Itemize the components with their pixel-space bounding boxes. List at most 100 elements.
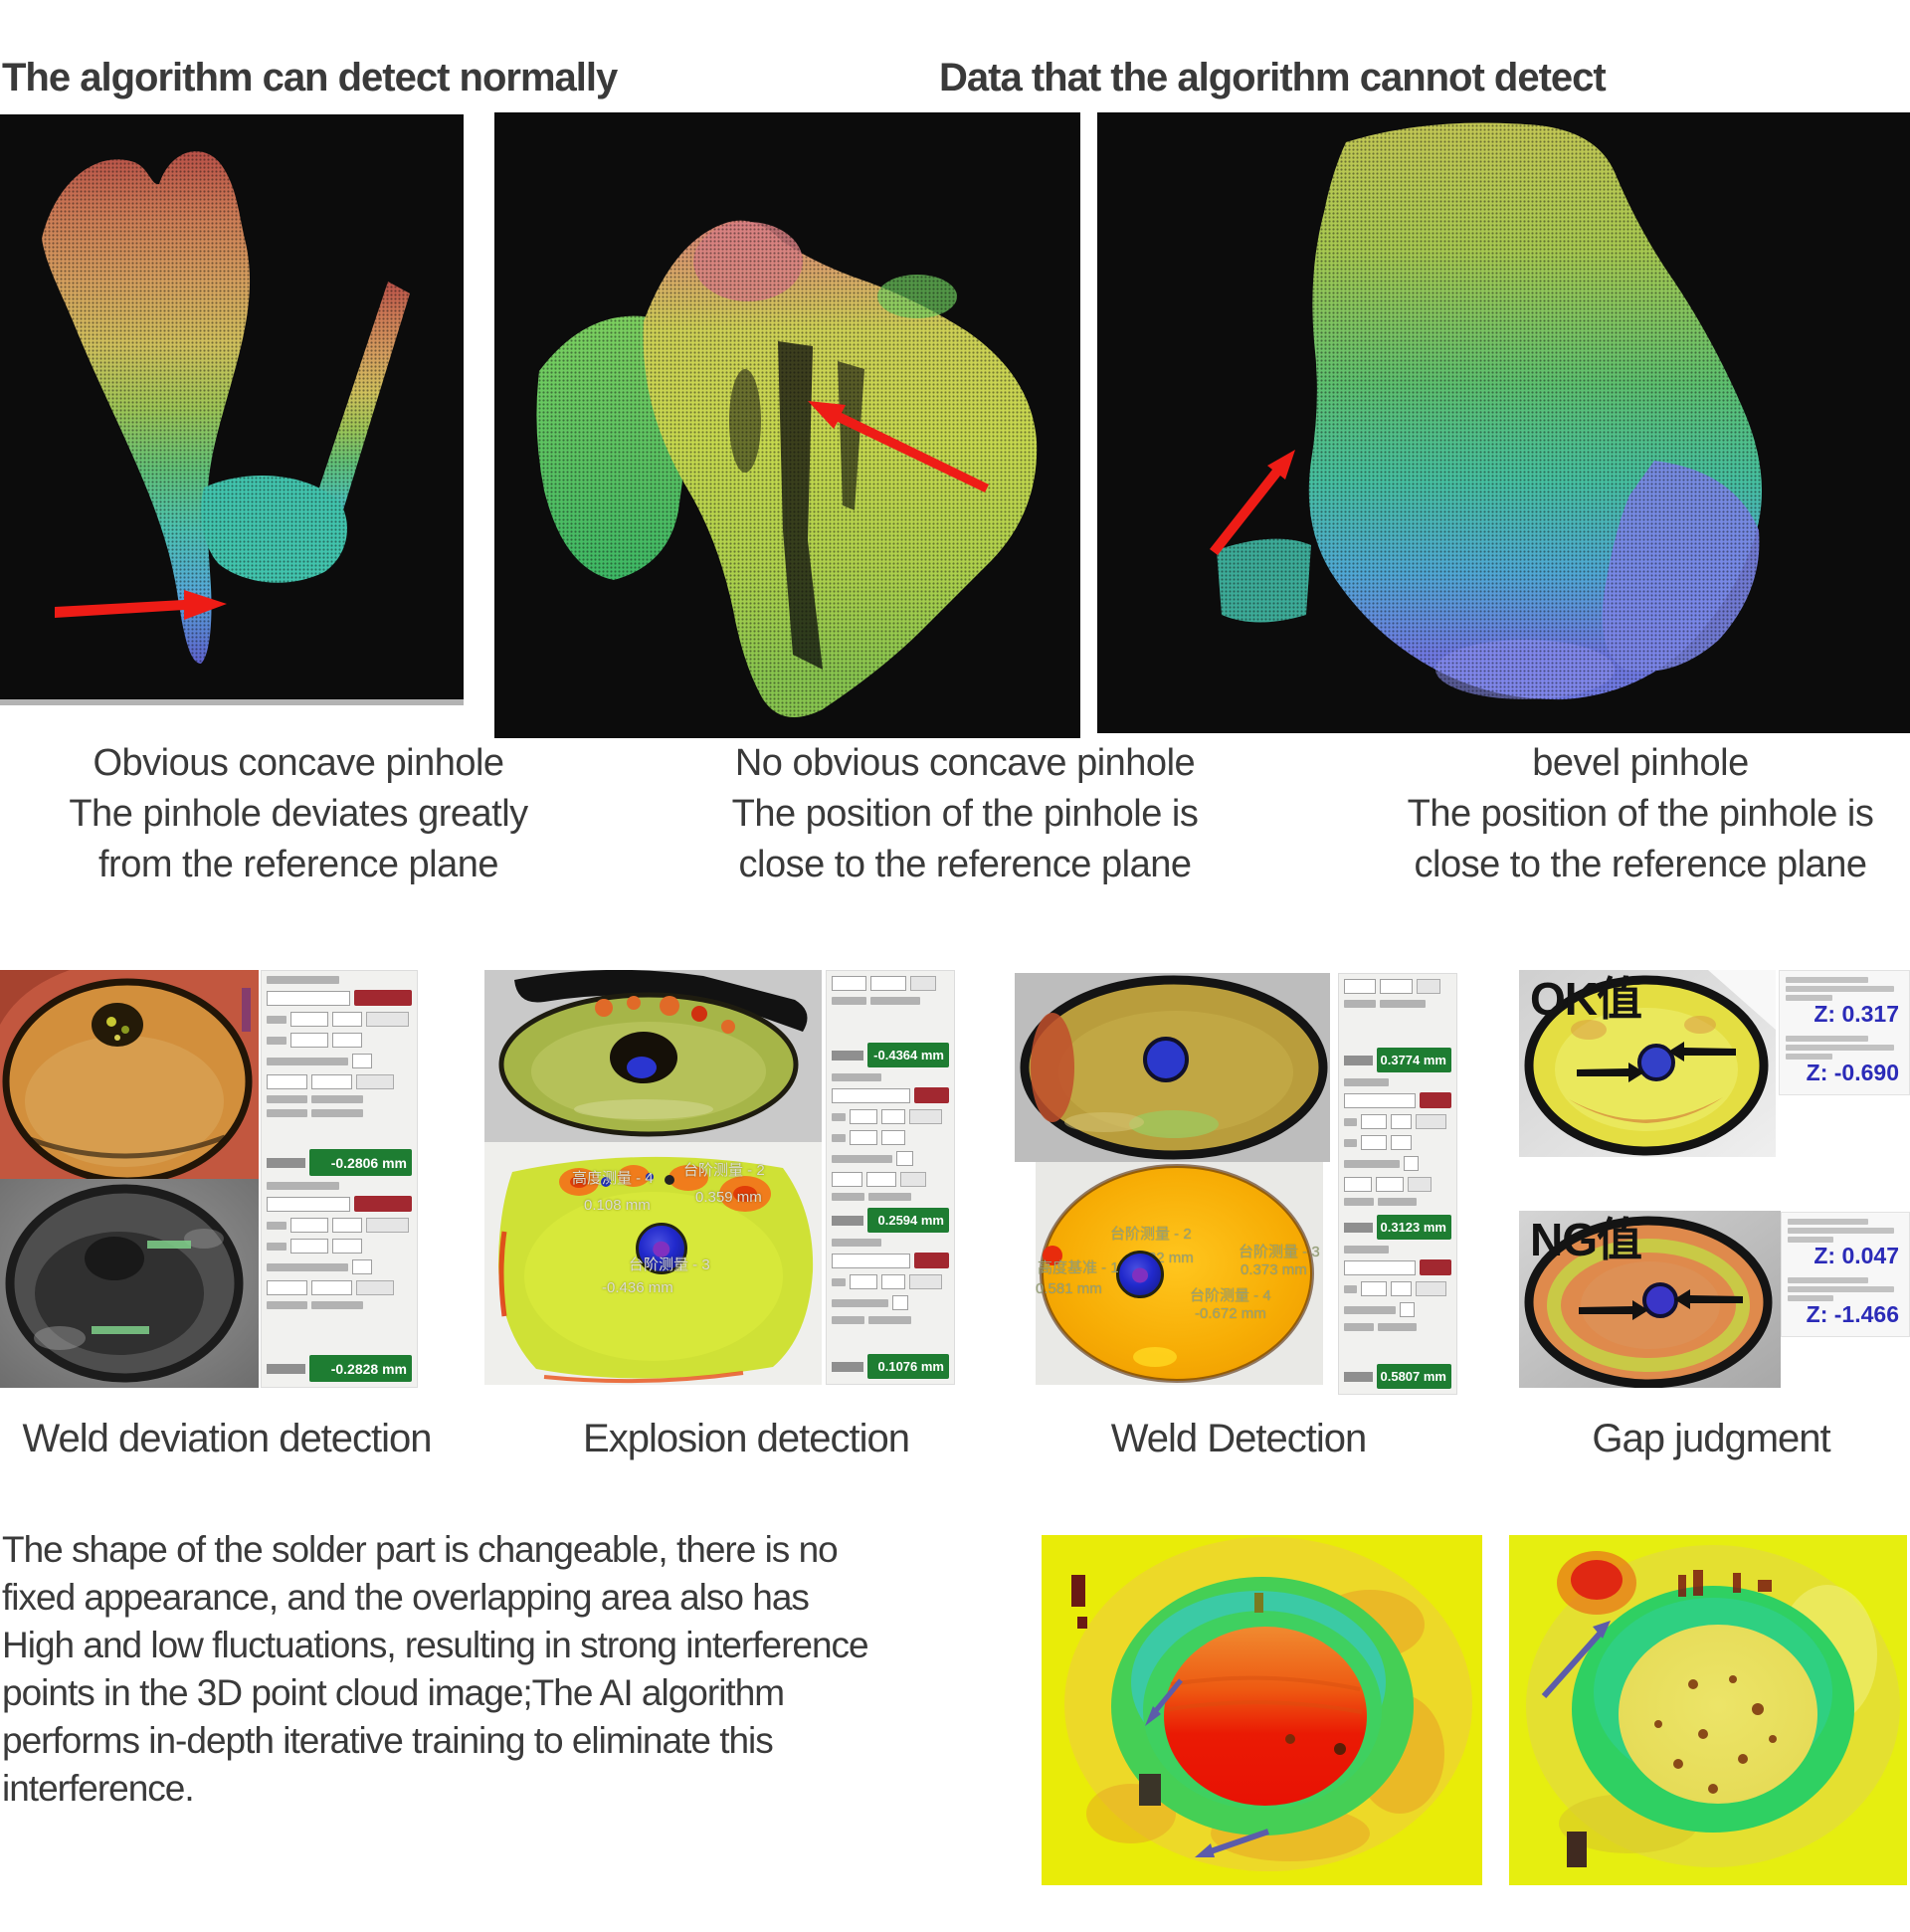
name-input[interactable]	[1344, 1092, 1416, 1108]
coord-input[interactable]	[290, 1239, 329, 1254]
confirm-button[interactable]	[353, 990, 412, 1006]
weld-deviation-panel: -0.2806 mm -0.2828 mm	[261, 970, 418, 1388]
explosion-panel: -0.4364 mm 0.2594 mm 0.1076 mm	[826, 970, 955, 1385]
limit-input[interactable]	[310, 1074, 352, 1089]
coord-input[interactable]	[290, 1012, 329, 1027]
tool-button[interactable]	[1416, 979, 1440, 994]
weld-panel: 0.3774 mm 0.3123 mm 0.5807 mm	[1338, 973, 1457, 1395]
percent-input[interactable]	[891, 1295, 909, 1310]
limit-input[interactable]	[267, 1280, 307, 1295]
z-readout-section: Z: -0.690	[1786, 1036, 1903, 1086]
limit-input[interactable]	[865, 1172, 897, 1187]
result-value: 0.3123 mm	[1377, 1215, 1451, 1240]
percent-input[interactable]	[351, 1054, 373, 1068]
label-explosion: Explosion detection	[583, 1417, 910, 1460]
purple-arrow-icon	[1195, 1843, 1215, 1857]
tool-button[interactable]	[900, 1172, 927, 1187]
tool-button[interactable]	[365, 1218, 410, 1233]
panel-section: 0.3774 mm	[1344, 979, 1451, 1072]
coord-input[interactable]	[1360, 1281, 1387, 1296]
name-input[interactable]	[267, 990, 350, 1006]
ng-mark: NG值	[1530, 1214, 1642, 1265]
panel-section: 0.3123 mm	[1344, 1078, 1451, 1240]
percent-input[interactable]	[1404, 1156, 1420, 1171]
result-value: -0.4364 mm	[866, 1043, 949, 1067]
confirm-button[interactable]	[913, 1087, 949, 1103]
coord-input[interactable]	[1390, 1135, 1413, 1150]
field-label	[267, 976, 339, 984]
confirm-button[interactable]	[913, 1253, 949, 1268]
coord-input[interactable]	[881, 1109, 906, 1124]
result-value: 0.3774 mm	[1377, 1048, 1451, 1072]
coord-input[interactable]	[332, 1239, 362, 1254]
z-value: Z: -0.690	[1806, 1060, 1899, 1085]
tool-button[interactable]	[355, 1074, 394, 1089]
step-annotation-value: 0.581 mm	[1036, 1280, 1102, 1297]
explosion-photo-top	[484, 970, 822, 1142]
coord-input[interactable]	[290, 1218, 329, 1233]
gap-arrow-icon	[1579, 1300, 1648, 1320]
confirm-button[interactable]	[353, 1196, 412, 1212]
result-label	[267, 1363, 306, 1374]
ok-mark: OK值	[1530, 973, 1642, 1025]
height-annotation-value: 0.108 mm	[584, 1197, 651, 1214]
coord-input[interactable]	[1360, 1135, 1387, 1150]
name-input[interactable]	[832, 1087, 910, 1103]
limit-input[interactable]	[832, 976, 867, 991]
coord-input[interactable]	[332, 1218, 362, 1233]
z-value: Z: 0.047	[1814, 1243, 1899, 1268]
percent-input[interactable]	[1399, 1302, 1415, 1317]
gap-arrow-icon	[1668, 1042, 1736, 1062]
coord-input[interactable]	[881, 1274, 906, 1289]
z-value: Z: 0.317	[1814, 1001, 1899, 1027]
panel-section: 0.2594 mm	[832, 1073, 949, 1233]
ring-heatmap-1	[1042, 1535, 1482, 1885]
name-input[interactable]	[267, 1196, 350, 1212]
tool-button[interactable]	[1416, 1114, 1446, 1129]
coord-input[interactable]	[881, 1130, 906, 1145]
coord-input[interactable]	[1390, 1114, 1413, 1129]
purple-arrow-icon	[1210, 1829, 1269, 1854]
limit-input[interactable]	[1380, 979, 1413, 994]
tool-button[interactable]	[909, 976, 936, 991]
ring-heatmap-2	[1509, 1535, 1907, 1885]
tool-button[interactable]	[355, 1280, 394, 1295]
panel-section: -0.4364 mm	[832, 976, 949, 1067]
tool-button[interactable]	[365, 1012, 410, 1027]
pointcloud-image-2	[494, 112, 1080, 738]
percent-input[interactable]	[351, 1259, 373, 1274]
coord-input[interactable]	[850, 1274, 878, 1289]
coord-input[interactable]	[290, 1033, 329, 1048]
gap-ng-image	[1519, 1211, 1781, 1388]
tool-button[interactable]	[1416, 1281, 1446, 1296]
confirm-button[interactable]	[1419, 1259, 1451, 1275]
gap-arrow-icon	[1674, 1289, 1743, 1309]
limit-input[interactable]	[267, 1074, 307, 1089]
coord-input[interactable]	[332, 1033, 362, 1048]
label-weld: Weld Detection	[1110, 1417, 1368, 1460]
coord-input[interactable]	[1360, 1114, 1387, 1129]
purple-arrow-icon	[1541, 1631, 1604, 1698]
limit-input[interactable]	[832, 1172, 862, 1187]
coord-input[interactable]	[850, 1130, 878, 1145]
limit-input[interactable]	[1344, 979, 1377, 994]
confirm-button[interactable]	[1419, 1092, 1451, 1108]
name-input[interactable]	[832, 1253, 910, 1268]
tool-button[interactable]	[909, 1109, 943, 1124]
tool-button[interactable]	[1408, 1177, 1432, 1192]
header-detect-normally: The algorithm can detect normally	[2, 56, 618, 99]
percent-input[interactable]	[896, 1151, 913, 1166]
limit-input[interactable]	[1376, 1177, 1405, 1192]
name-input[interactable]	[1344, 1259, 1416, 1275]
panel-section: 0.1076 mm	[832, 1239, 949, 1379]
result-value: 0.2594 mm	[866, 1208, 949, 1233]
height-annotation: 台阶测量 - 2	[683, 1162, 765, 1179]
tool-button[interactable]	[909, 1274, 943, 1289]
limit-input[interactable]	[310, 1280, 352, 1295]
limit-input[interactable]	[1344, 1177, 1373, 1192]
coord-input[interactable]	[850, 1109, 878, 1124]
coord-input[interactable]	[332, 1012, 362, 1027]
limit-input[interactable]	[870, 976, 906, 991]
weld-heatmap: 台阶测量 - 2 0.332 mm 高度基准 - 1 0.581 mm 台阶测量…	[1036, 1162, 1323, 1385]
coord-input[interactable]	[1390, 1281, 1413, 1296]
